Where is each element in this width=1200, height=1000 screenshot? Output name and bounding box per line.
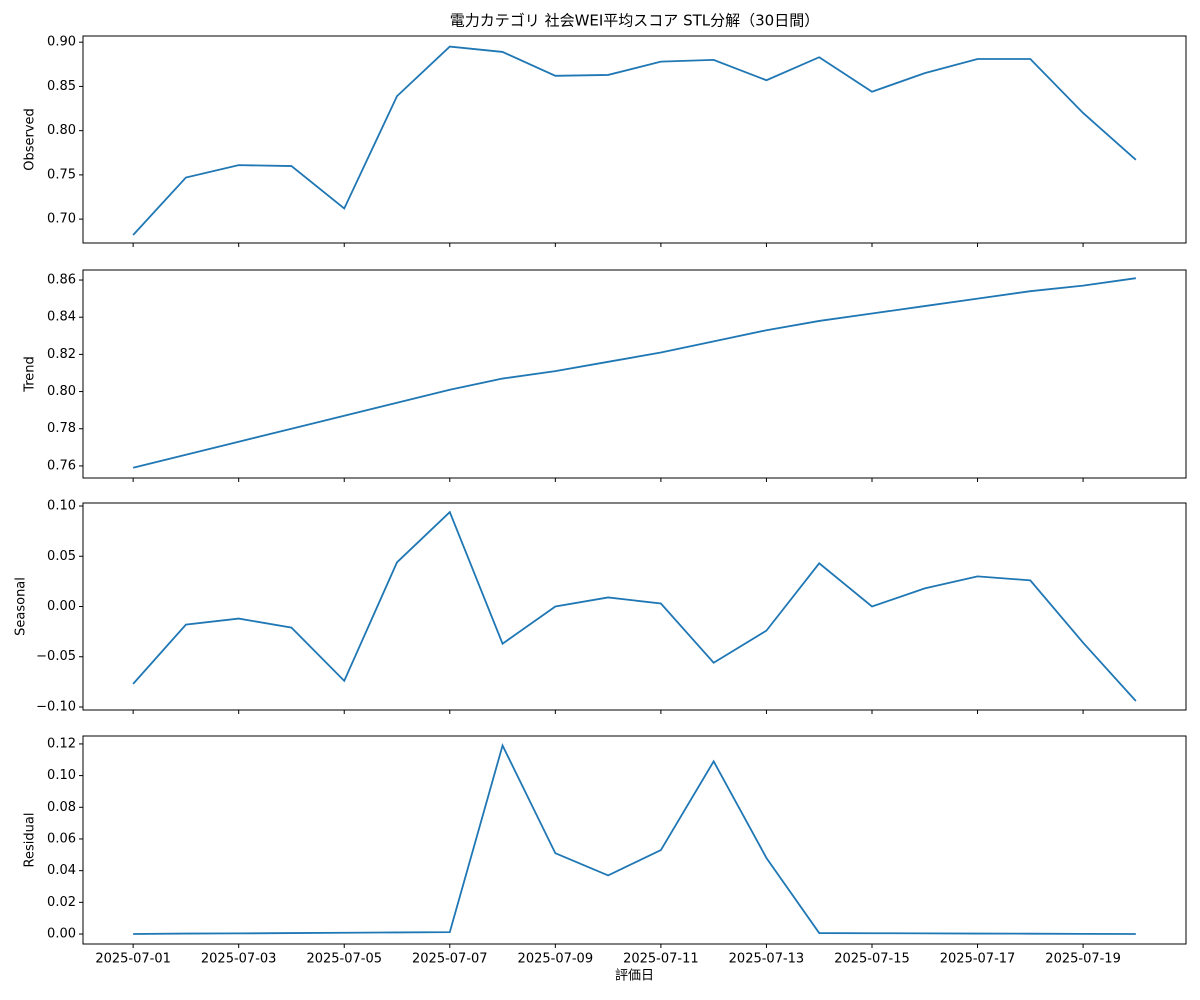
series-line xyxy=(132,277,1136,469)
y-tick-label: 0.75 xyxy=(47,167,76,182)
y-tick-label: 0.86 xyxy=(47,273,76,288)
y-axis-label: Residual xyxy=(23,813,38,868)
x-tick-label: 2025-07-15 xyxy=(834,952,910,967)
y-tick-label: 0.06 xyxy=(47,831,76,846)
x-tick-label: 2025-07-19 xyxy=(1045,952,1121,967)
y-axis-label: Seasonal xyxy=(14,577,29,636)
series-line xyxy=(132,510,1137,702)
plot-frame xyxy=(82,735,1187,945)
x-tick-label: 2025-07-03 xyxy=(201,952,277,967)
y-tick-label: 0.84 xyxy=(47,310,76,325)
x-tick-label: 2025-07-05 xyxy=(306,952,382,967)
y-tick-label: 0.78 xyxy=(47,421,76,436)
y-tick-label: 0.00 xyxy=(47,599,76,614)
y-tick-label: 0.80 xyxy=(47,123,76,138)
x-tick-label: 2025-07-17 xyxy=(940,952,1016,967)
y-tick-label: 0.10 xyxy=(47,768,76,783)
y-tick-label: 0.80 xyxy=(47,384,76,399)
chart-title: 電力カテゴリ 社会WEI平均スコア STL分解（30日間） xyxy=(450,12,819,30)
x-tick-label: 2025-07-09 xyxy=(518,952,594,967)
y-tick-label: 0.82 xyxy=(47,347,76,362)
y-tick-label: 0.04 xyxy=(47,863,76,878)
y-tick-label: 0.12 xyxy=(47,736,76,751)
plot-frame xyxy=(82,502,1187,711)
y-tick-label: 0.70 xyxy=(47,212,76,227)
y-tick-label: 0.05 xyxy=(47,549,76,564)
y-tick-label: −0.10 xyxy=(36,699,76,714)
x-axis-label: 評価日 xyxy=(615,969,654,984)
y-tick-label: 0.76 xyxy=(47,458,76,473)
y-tick-label: −0.05 xyxy=(36,649,76,664)
x-tick-label: 2025-07-11 xyxy=(623,952,699,967)
y-tick-label: 0.08 xyxy=(47,800,76,815)
x-tick-label: 2025-07-13 xyxy=(729,952,805,967)
y-tick-label: 0.85 xyxy=(47,79,76,94)
y-axis-label: Observed xyxy=(23,108,38,171)
plot-frame xyxy=(82,269,1187,479)
y-tick-label: 0.00 xyxy=(47,927,76,942)
series-line xyxy=(133,742,1136,935)
plot-frame xyxy=(82,35,1187,244)
y-tick-label: 0.90 xyxy=(47,35,76,50)
y-tick-label: 0.10 xyxy=(47,499,76,514)
series-line xyxy=(132,45,1137,236)
x-tick-label: 2025-07-01 xyxy=(95,952,171,967)
x-tick-label: 2025-07-07 xyxy=(412,952,488,967)
y-tick-label: 0.02 xyxy=(47,895,76,910)
y-axis-label: Trend xyxy=(23,356,38,393)
